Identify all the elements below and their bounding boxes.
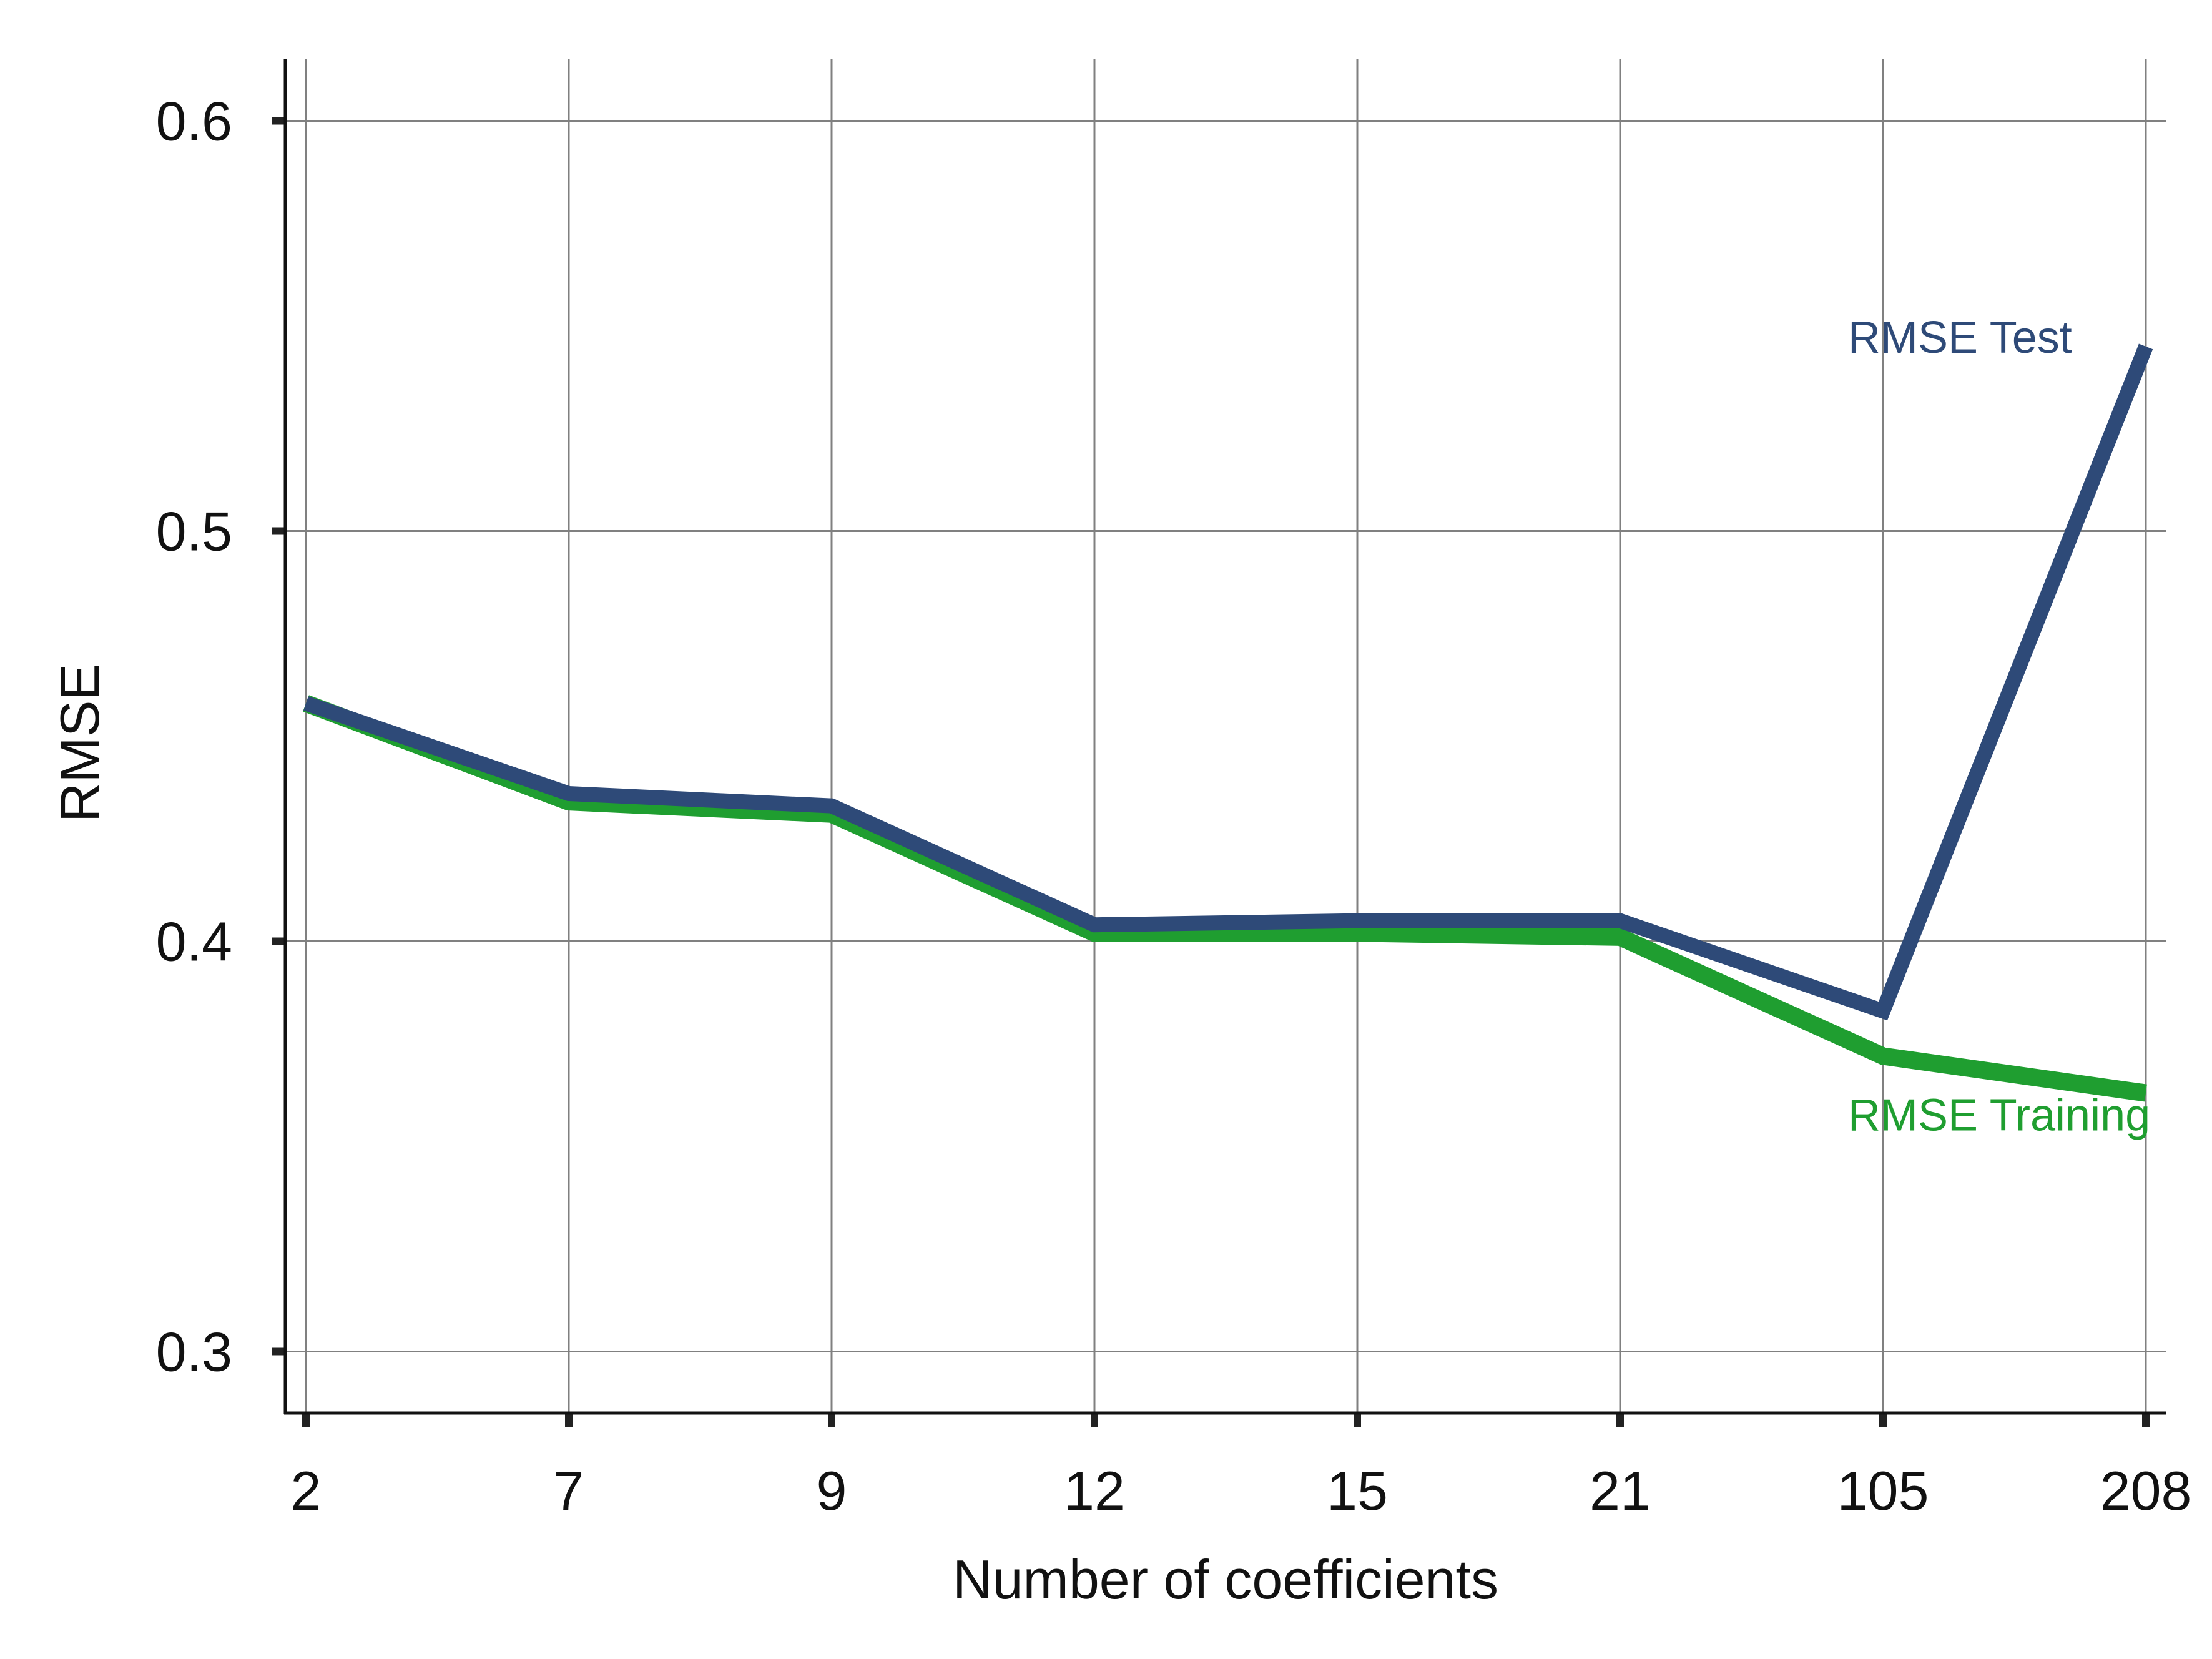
x-tick-label: 12 xyxy=(1064,1460,1125,1522)
x-axis-title: Number of coefficients xyxy=(953,1548,1498,1610)
series-label-training: RMSE Training xyxy=(1848,1091,2150,1141)
y-tick-label: 0.5 xyxy=(156,501,232,563)
series-labels: RMSE Training RMSE Test xyxy=(1848,313,2150,1141)
series-line-test xyxy=(303,343,2153,1021)
grid-lines xyxy=(285,59,2166,1413)
series-label-test: RMSE Test xyxy=(1848,313,2072,363)
x-tick-label: 105 xyxy=(1837,1460,1929,1522)
x-tick-label: 208 xyxy=(2100,1460,2192,1522)
y-tick-label: 0.3 xyxy=(156,1321,232,1382)
plot-background xyxy=(285,59,2166,1413)
y-tick-label: 0.4 xyxy=(156,910,232,972)
axes xyxy=(272,59,2166,1427)
x-tick-label: 21 xyxy=(1590,1460,1651,1522)
series-line-training xyxy=(303,695,2147,1102)
y-tick-label: 0.6 xyxy=(156,91,232,152)
series-lines xyxy=(303,343,2153,1102)
x-tick-label: 7 xyxy=(554,1460,584,1522)
y-axis-title: RMSE xyxy=(49,664,111,822)
tick-labels: 2 7 9 12 15 21 105 208 0.3 0.4 0.5 0.6 xyxy=(156,91,2192,1522)
x-tick-label: 2 xyxy=(291,1460,322,1522)
x-tick-label: 9 xyxy=(817,1460,847,1522)
x-tick-label: 15 xyxy=(1327,1460,1388,1522)
